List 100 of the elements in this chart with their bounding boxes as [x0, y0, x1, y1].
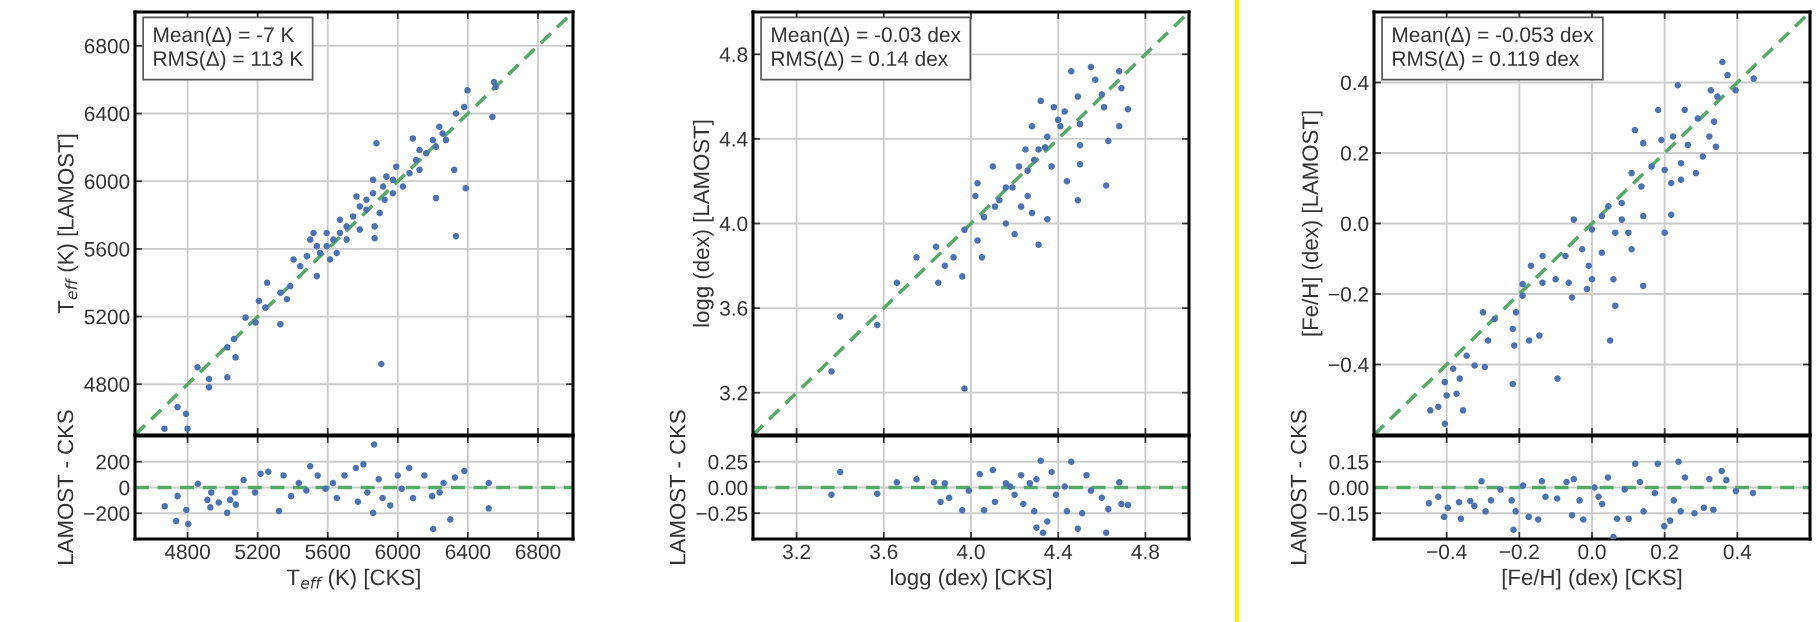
- y-tick-label: 0.00: [1329, 480, 1369, 496]
- point: [959, 273, 966, 280]
- point: [174, 492, 181, 500]
- point: [1098, 91, 1106, 98]
- point: [1534, 516, 1542, 523]
- annotation: Mean(Δ) = -0.03 dex: [772, 26, 961, 47]
- point: [1052, 491, 1060, 498]
- point: [893, 279, 901, 286]
- point: [1512, 508, 1519, 515]
- x-tick-label: 5200: [235, 544, 280, 560]
- y-tick-label: 4.8: [719, 47, 748, 63]
- point: [1033, 524, 1040, 531]
- point: [322, 485, 329, 492]
- point: [185, 520, 192, 528]
- point: [1002, 184, 1010, 191]
- x-axis-title: T$_{eff}$ (K) [CKS]: [286, 568, 420, 590]
- point: [1054, 116, 1062, 124]
- point: [161, 502, 169, 510]
- point: [1457, 515, 1465, 522]
- point: [1102, 182, 1110, 189]
- x-tick-label: 4800: [164, 544, 210, 560]
- point: [1011, 230, 1018, 238]
- point: [421, 472, 428, 479]
- point: [1670, 497, 1678, 504]
- point: [1444, 504, 1452, 512]
- point: [231, 489, 239, 496]
- point: [935, 279, 942, 286]
- point: [1115, 122, 1123, 130]
- point: [364, 489, 371, 496]
- point: [485, 479, 492, 487]
- point: [303, 487, 310, 494]
- point: [1508, 497, 1515, 504]
- point: [226, 496, 234, 504]
- point: [978, 254, 986, 261]
- point: [1009, 184, 1016, 191]
- point: [1124, 106, 1132, 113]
- point: [1087, 63, 1095, 71]
- point: [1076, 141, 1084, 149]
- point: [1425, 500, 1433, 507]
- point: [1471, 502, 1478, 510]
- point: [893, 479, 901, 486]
- point: [932, 243, 940, 251]
- point: [874, 321, 881, 329]
- point: [1076, 161, 1084, 168]
- point: [1076, 120, 1084, 128]
- point: [183, 506, 190, 514]
- point: [485, 505, 492, 512]
- point: [1026, 480, 1034, 487]
- point: [1002, 220, 1010, 227]
- point: [980, 213, 988, 221]
- point: [232, 501, 240, 508]
- point: [1050, 103, 1058, 111]
- point: [354, 498, 362, 505]
- point: [1467, 497, 1474, 505]
- y-tick-label: 0.00: [708, 480, 748, 496]
- y-tick-label: 4.4: [719, 132, 748, 147]
- point: [1006, 483, 1014, 490]
- point: [1022, 146, 1029, 153]
- point: [1553, 495, 1561, 502]
- point: [980, 506, 988, 514]
- point: [1654, 460, 1662, 467]
- point: [1681, 474, 1689, 481]
- point: [275, 507, 283, 515]
- point: [1487, 497, 1495, 504]
- point: [1732, 487, 1740, 495]
- point: [375, 476, 382, 483]
- point: [1030, 156, 1038, 164]
- y-tick-label: −0.2: [1329, 287, 1369, 302]
- point: [1024, 167, 1031, 174]
- point: [429, 525, 437, 533]
- point: [1706, 475, 1713, 483]
- point: [1105, 137, 1112, 145]
- point: [352, 464, 360, 472]
- point: [1068, 458, 1075, 466]
- point: [1542, 493, 1549, 501]
- y-tick-label: 200: [96, 454, 130, 470]
- point: [974, 237, 981, 244]
- point: [333, 494, 341, 502]
- annotation: Mean(Δ) = -7 K: [154, 26, 295, 47]
- point: [1041, 144, 1049, 151]
- point: [428, 492, 436, 500]
- point: [1048, 163, 1055, 170]
- x-tick-label: 0.0: [1578, 544, 1606, 560]
- point: [874, 490, 881, 497]
- y-tick-label: 0.0: [1340, 216, 1369, 232]
- x-tick-label: 4.4: [1044, 544, 1073, 559]
- point: [280, 472, 287, 479]
- point: [1478, 478, 1485, 485]
- point: [1115, 479, 1123, 486]
- point: [1666, 517, 1674, 524]
- point: [1621, 486, 1628, 493]
- x-tick-label: 3.6: [870, 544, 898, 560]
- y-axis-title: LAMOST - CKS: [1290, 410, 1307, 564]
- point: [1115, 67, 1123, 75]
- point: [1074, 196, 1082, 204]
- point: [913, 476, 920, 483]
- point: [1098, 494, 1106, 502]
- point: [451, 474, 459, 481]
- y-tick-label: 4.0: [719, 216, 748, 232]
- point: [1030, 507, 1038, 515]
